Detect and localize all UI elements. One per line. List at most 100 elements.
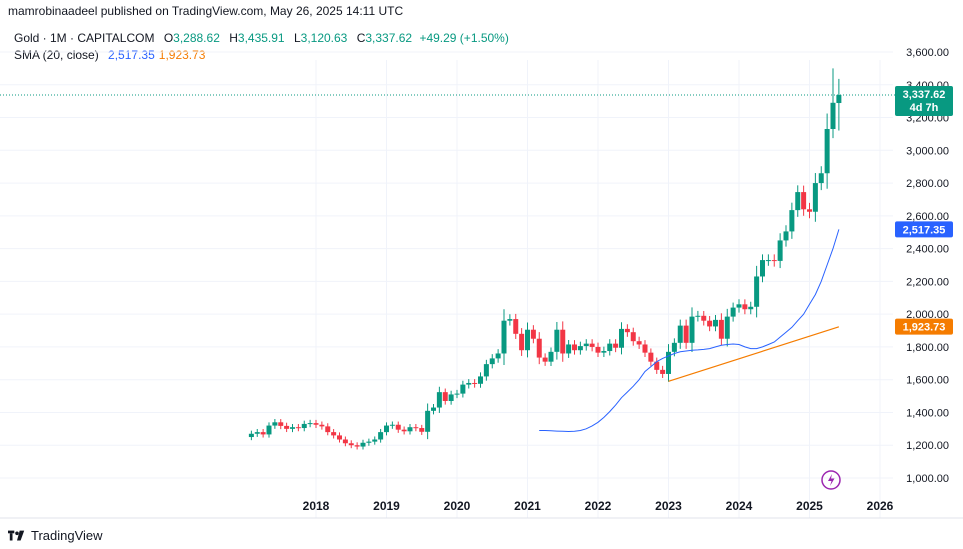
candle-body [754,276,760,307]
candle-body [577,346,583,351]
candle-body [642,344,648,353]
candle-body [272,422,278,426]
candle-body [536,338,542,358]
candle-body [742,304,748,310]
candle-body [442,392,448,401]
candle-body [331,432,337,436]
candle-body [760,260,765,277]
price-tick-label: 1,400.00 [906,407,949,419]
candle-body [284,425,290,429]
sma-blue-badge [895,221,953,238]
candle-body [342,439,348,444]
candle-body [348,443,354,446]
close-label: C [356,31,366,45]
last-price-badge-text: 3,337.62 [903,89,946,101]
candles [248,68,842,450]
candle-body [613,343,619,348]
candle-body [413,427,419,429]
sma-orange-badge [895,318,953,335]
tradingview-footer[interactable]: TradingView [8,528,103,543]
candle-body [295,427,301,429]
candle-body [425,410,431,432]
candle-body [718,319,724,339]
candle-body [401,429,407,432]
candle-body [771,260,777,262]
candle-body [677,325,683,343]
candle-body [595,346,601,353]
price-tick-label: 3,600.00 [906,47,949,59]
close-value: 3,337.62 [365,31,413,45]
price-tick-label: 2,000.00 [906,309,949,321]
candle-body [713,319,718,327]
candle-body [501,320,507,354]
candle-body [830,102,836,130]
candle-body [483,364,489,377]
candle-body [730,307,736,317]
candle-body [513,319,519,334]
price-tick-label: 1,600.00 [906,375,949,387]
candle-body [525,329,530,351]
candle-body [454,393,460,395]
candle-body [789,210,795,232]
candle-body [542,357,548,362]
time-tick-label: 2018 [303,499,330,513]
sma-orange-badge-text: 1,923.73 [903,322,946,334]
candle-body [818,173,824,184]
candle-body [689,316,695,343]
candle-body [319,424,325,427]
candle-body [372,439,378,442]
candle-body [378,432,384,440]
candle-body [583,343,589,347]
open-label: O [163,31,174,45]
candle-body [307,423,313,425]
candle-body [812,183,818,212]
candle-body [630,332,636,342]
candle-body [707,320,713,327]
candle-body [566,344,572,354]
time-tick-label: 2022 [585,499,612,513]
change-value: +49.29 (+1.50%) [419,31,509,45]
candle-body [783,231,789,241]
candle-body [266,425,272,435]
candle-body [384,425,389,433]
last-price-badge-text: 4d 7h [910,102,939,114]
candle-body [337,435,342,440]
candle-body [765,260,771,262]
candle-body [619,328,624,348]
candle-body [290,427,295,429]
candle-body [254,432,260,434]
candle-body [248,433,254,438]
candle-body [530,329,536,339]
candle-body [824,129,830,174]
sma-line-blue [539,229,840,433]
open-value: 3,288.62 [173,31,220,45]
candle-body [683,325,689,343]
price-tick-label: 1,000.00 [906,473,949,485]
price-tick-label: 1,800.00 [906,342,949,354]
candle-body [548,351,554,362]
candle-body [560,329,566,354]
sma-blue-badge-text: 2,517.35 [903,224,946,236]
time-tick-label: 2023 [655,499,682,513]
time-axis: 2018 2019 2020 2021 2022 2023 2024 2025 2026 [303,499,894,513]
lightning-icon[interactable] [821,470,841,490]
candle-body [407,427,413,432]
candle-body [360,442,366,447]
time-tick-label: 2024 [726,499,753,513]
symbol-name[interactable]: Gold · 1M · CAPITALCOM [14,31,155,45]
price-tick-label: 2,600.00 [906,211,949,223]
sma-line-orange [668,326,840,382]
candle-body [777,240,783,261]
candle-body [736,304,742,308]
price-tick-label: 2,400.00 [906,244,949,256]
candle-body [624,328,630,333]
candle-body [671,342,677,352]
candle-body [466,382,472,385]
candle-body [695,315,701,317]
symbol-legend: Gold · 1M · CAPITALCOM O3,288.62 H3,435.… [14,31,509,45]
high-label: H [229,31,238,45]
candle-body [795,192,801,211]
candle-body [654,361,660,370]
candle-body [589,343,595,347]
